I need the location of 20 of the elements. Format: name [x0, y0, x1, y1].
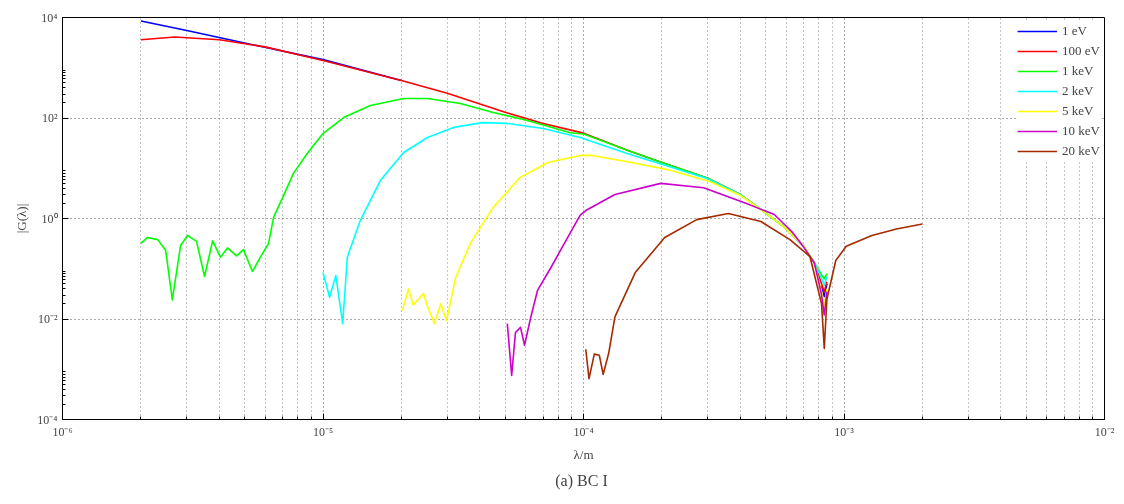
x-tick-label: 10⁻⁵ — [312, 424, 334, 439]
y-tick-label: 10⁰ — [41, 211, 58, 226]
legend-label: 1 eV — [1062, 23, 1087, 39]
x-tick-label: 10⁻⁶ — [52, 424, 73, 439]
y-tick-label: 10⁻² — [37, 312, 58, 326]
y-tick-label: 10² — [41, 111, 58, 125]
y-tick-label: 10⁴ — [41, 10, 58, 25]
x-tick-label: 10⁻² — [1094, 424, 1115, 439]
y-tick-label: 10⁻⁴ — [37, 412, 58, 427]
legend-label: 5 keV — [1062, 103, 1094, 119]
legend-label: 100 eV — [1062, 43, 1100, 59]
x-tick-label: 10⁻⁴ — [573, 424, 594, 439]
legend-label: 1 keV — [1062, 63, 1094, 79]
legend-label: 20 keV — [1062, 143, 1100, 159]
y-axis-title: |G(λ)| — [14, 203, 30, 234]
legend-label: 10 keV — [1062, 123, 1100, 139]
x-tick-label: 10⁻³ — [834, 424, 855, 439]
x-axis-title: λ/m — [573, 446, 594, 462]
text: (a) BC I — [555, 471, 608, 490]
legend-label: 2 keV — [1062, 83, 1094, 99]
